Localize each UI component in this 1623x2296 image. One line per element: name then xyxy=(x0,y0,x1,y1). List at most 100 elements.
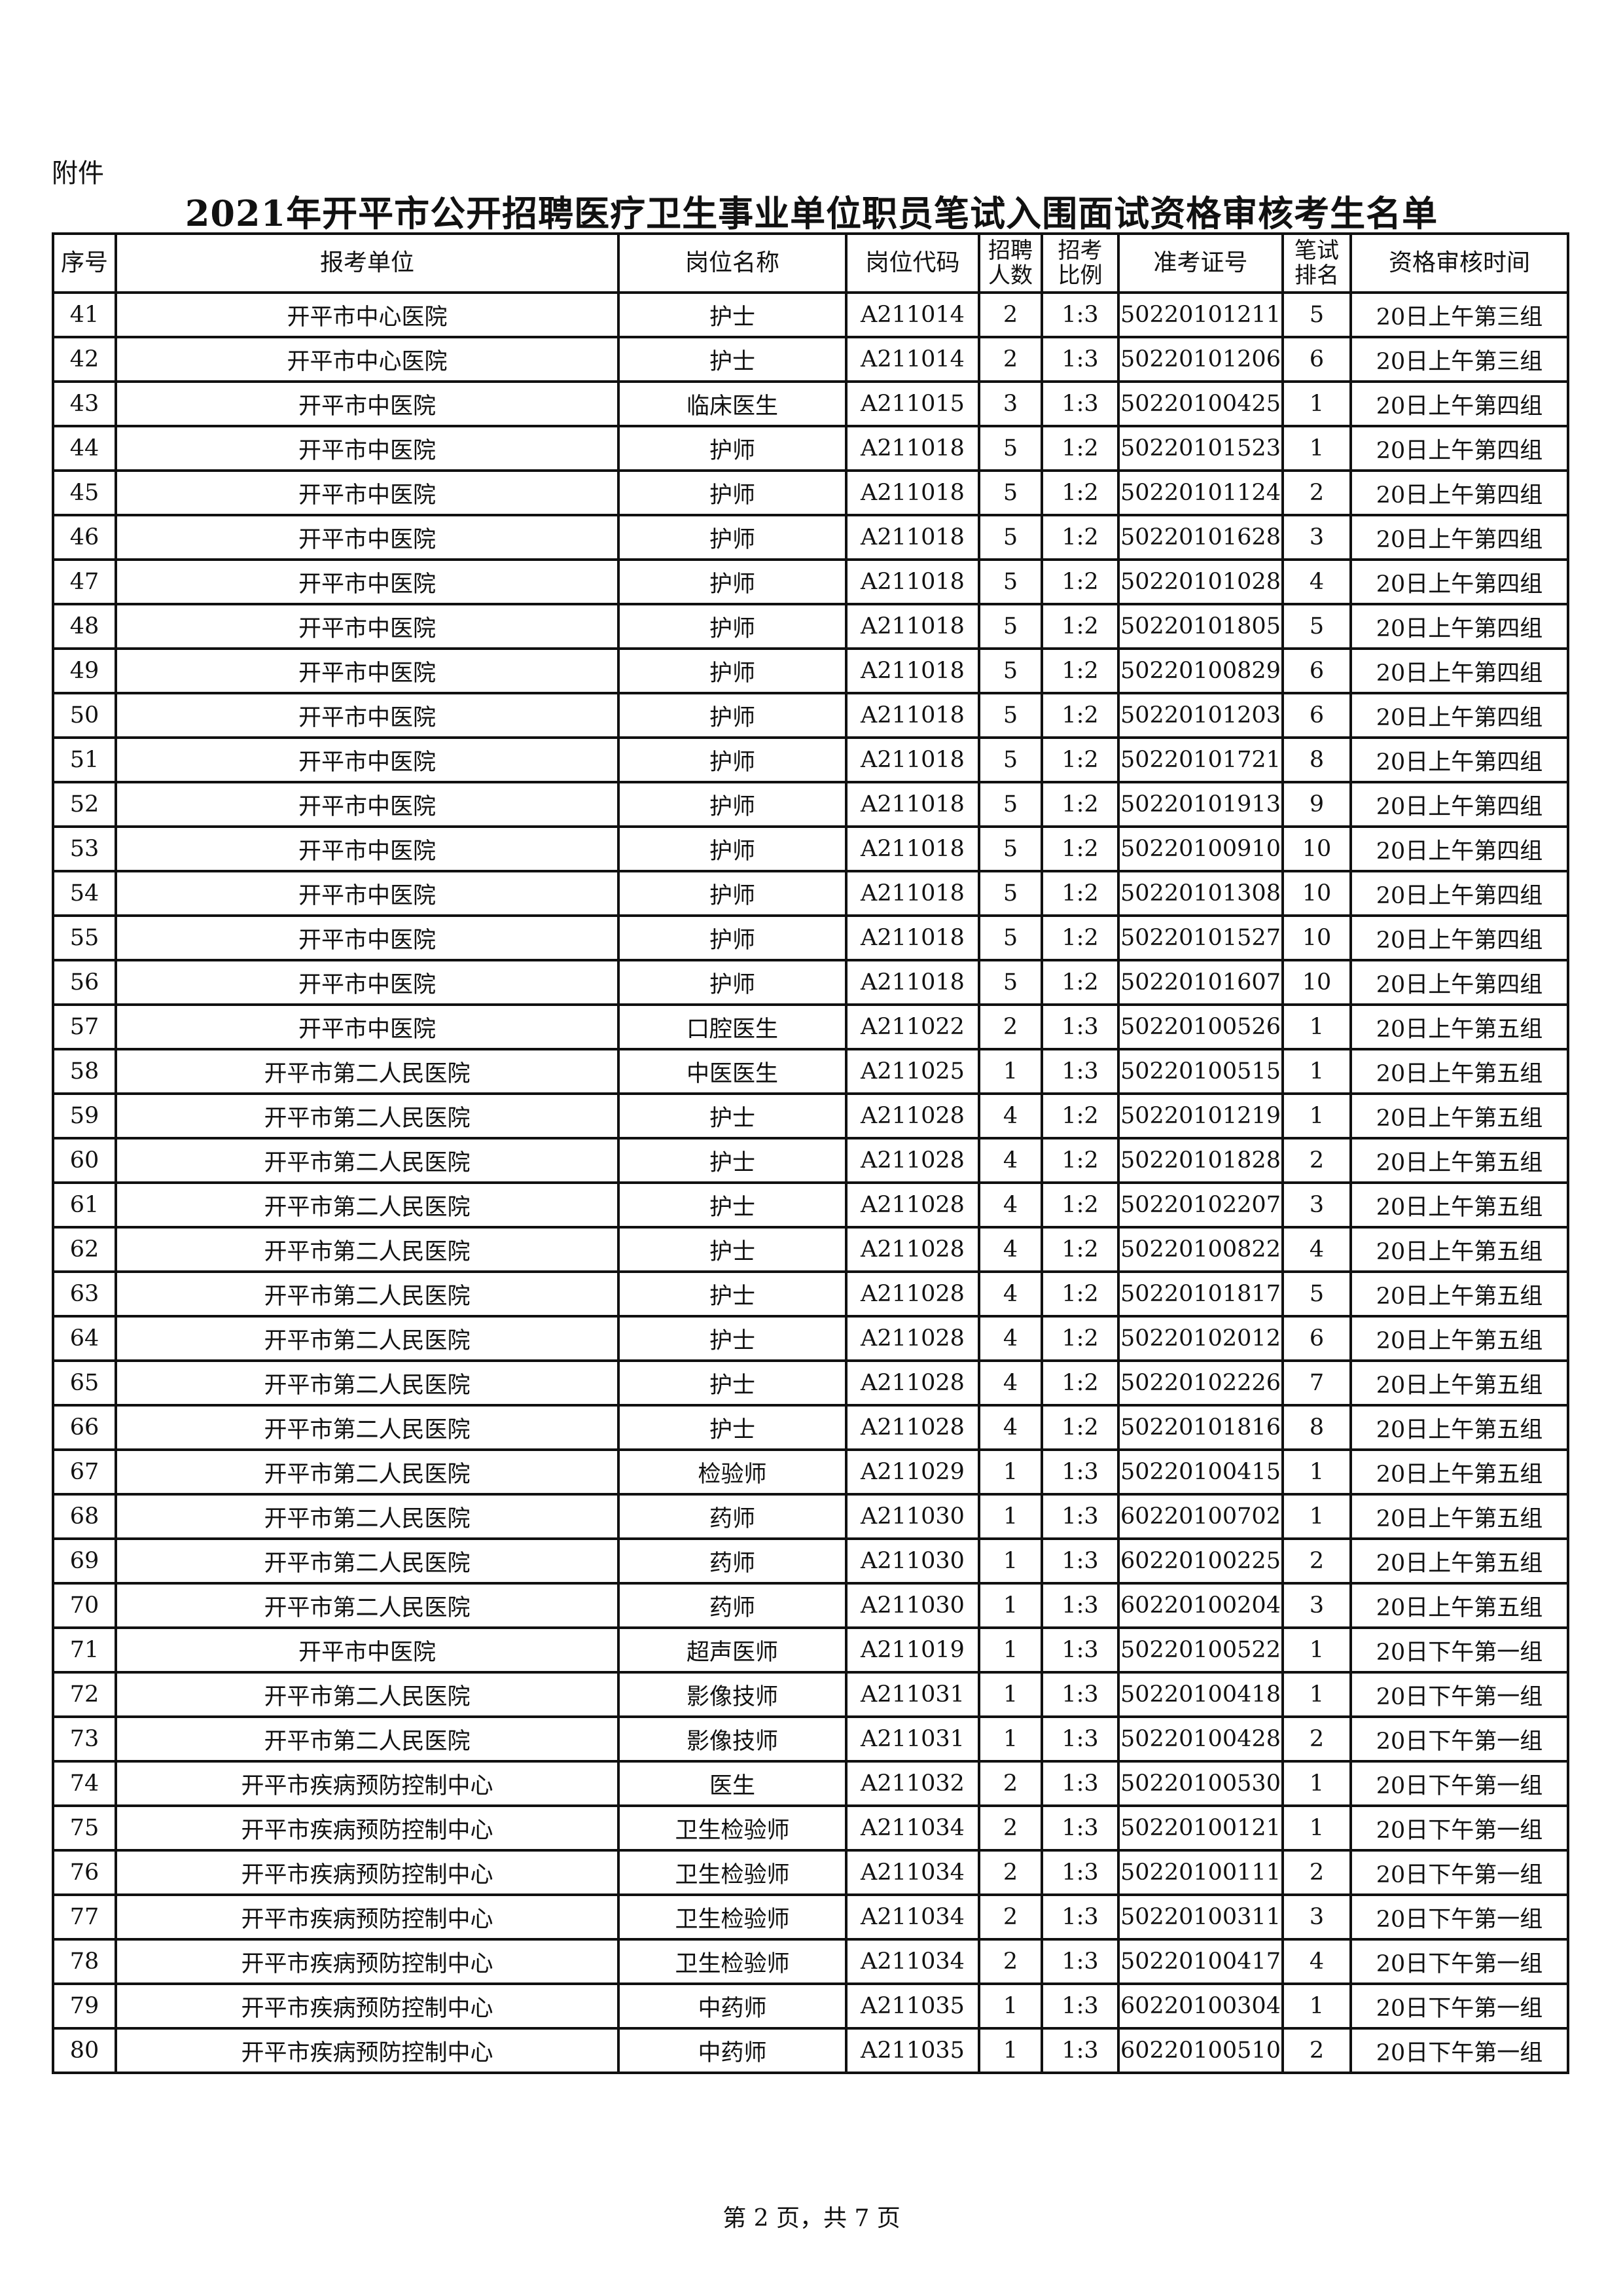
cell-position: 护士 xyxy=(617,1226,847,1273)
cell-position-code: A211029 xyxy=(845,1448,980,1496)
table-row: 49 开平市中医院 护师 A211018 5 1:2 50220100829 6 20日上午第四… xyxy=(52,647,1569,694)
cell-review-time: 20日上午第四组 xyxy=(1349,469,1569,516)
cell-exam-rank: 1 xyxy=(1281,1760,1352,1807)
cell-ratio: 1:3 xyxy=(1041,1893,1120,1941)
table-row: 60 开平市第二人民医院 护士 A211028 4 1:2 50220101828 2 20日上… xyxy=(52,1137,1569,1184)
cell-position: 口腔医生 xyxy=(617,1003,847,1050)
cell-position: 护师 xyxy=(617,781,847,828)
cell-seq: 63 xyxy=(52,1270,117,1318)
cell-ratio: 1:2 xyxy=(1041,914,1120,961)
cell-ratio: 1:3 xyxy=(1041,1582,1120,1629)
cell-exam-number: 50220100829 xyxy=(1117,647,1284,694)
cell-hire-count: 4 xyxy=(978,1315,1043,1362)
cell-review-time: 20日下午第一组 xyxy=(1349,1804,1569,1852)
cell-hire-count: 5 xyxy=(978,914,1043,961)
cell-seq: 56 xyxy=(52,959,117,1006)
table-row: 55 开平市中医院 护师 A211018 5 1:2 50220101527 10 20日上午第… xyxy=(52,914,1569,961)
cell-exam-number: 50220100526 xyxy=(1117,1003,1284,1050)
cell-exam-number: 50220100311 xyxy=(1117,1893,1284,1941)
cell-exam-rank: 8 xyxy=(1281,736,1352,783)
table-row: 58 开平市第二人民医院 中医医生 A211025 1 1:3 50220100515 1 20… xyxy=(52,1048,1569,1095)
cell-position-code: A211018 xyxy=(845,558,980,605)
cell-exam-rank: 1 xyxy=(1281,1804,1352,1852)
cell-exam-rank: 1 xyxy=(1281,1048,1352,1095)
table-row: 76 开平市疾病预防控制中心 卫生检验师 A211034 2 1:3 50220100111… xyxy=(52,1849,1569,1896)
table-row: 63 开平市第二人民医院 护士 A211028 4 1:2 50220101817 5 20日上… xyxy=(52,1270,1569,1318)
table-row: 50 开平市中医院 护师 A211018 5 1:2 50220101203 6 20日上午第四… xyxy=(52,692,1569,739)
cell-review-time: 20日上午第三组 xyxy=(1349,336,1569,383)
cell-hire-count: 2 xyxy=(978,1804,1043,1852)
table-row: 41 开平市中心医院 护士 A211014 2 1:3 50220101211 5 20日上午第… xyxy=(52,291,1569,338)
cell-position: 护师 xyxy=(617,870,847,917)
cell-position-code: A211031 xyxy=(845,1715,980,1763)
cell-exam-rank: 1 xyxy=(1281,1493,1352,1540)
cell-seq: 80 xyxy=(52,2027,117,2074)
table-row: 74 开平市疾病预防控制中心 医生 A211032 2 1:3 50220100530 1 20… xyxy=(52,1760,1569,1807)
cell-position-code: A211018 xyxy=(845,825,980,872)
table-row: 44 开平市中医院 护师 A211018 5 1:2 50220101523 1 20日上午第四… xyxy=(52,425,1569,472)
cell-review-time: 20日上午第四组 xyxy=(1349,647,1569,694)
cell-exam-rank: 2 xyxy=(1281,1715,1352,1763)
attachment-label: 附件 xyxy=(52,158,104,188)
cell-exam-rank: 1 xyxy=(1281,425,1352,472)
cell-ratio: 1:3 xyxy=(1041,1671,1120,1718)
table-row: 62 开平市第二人民医院 护士 A211028 4 1:2 50220100822 4 20日上… xyxy=(52,1226,1569,1273)
cell-position: 中药师 xyxy=(617,2027,847,2074)
cell-hire-count: 1 xyxy=(978,1715,1043,1763)
cell-ratio: 1:2 xyxy=(1041,870,1120,917)
cell-seq: 49 xyxy=(52,647,117,694)
cell-position-code: A211018 xyxy=(845,514,980,561)
cell-seq: 70 xyxy=(52,1582,117,1629)
cell-position: 护士 xyxy=(617,1404,847,1451)
cell-exam-rank: 10 xyxy=(1281,914,1352,961)
cell-seq: 79 xyxy=(52,1982,117,2030)
cell-exam-number: 50220101721 xyxy=(1117,736,1284,783)
cell-hire-count: 4 xyxy=(978,1137,1043,1184)
table-row: 68 开平市第二人民医院 药师 A211030 1 1:3 60220100702 1 20日上… xyxy=(52,1493,1569,1540)
cell-exam-number: 50220101913 xyxy=(1117,781,1284,828)
cell-seq: 53 xyxy=(52,825,117,872)
cell-exam-rank: 3 xyxy=(1281,1893,1352,1941)
cell-position: 卫生检验师 xyxy=(617,1938,847,1985)
table-row: 42 开平市中心医院 护士 A211014 2 1:3 50220101206 6 20日上午第… xyxy=(52,336,1569,383)
cell-exam-number: 50220100910 xyxy=(1117,825,1284,872)
column-header-position-code: 岗位代码 xyxy=(845,232,980,294)
cell-ratio: 1:3 xyxy=(1041,1760,1120,1807)
cell-unit: 开平市中医院 xyxy=(115,1003,620,1050)
cell-exam-number: 50220101527 xyxy=(1117,914,1284,961)
cell-exam-rank: 1 xyxy=(1281,1092,1352,1139)
cell-exam-rank: 3 xyxy=(1281,514,1352,561)
cell-ratio: 1:2 xyxy=(1041,603,1120,650)
cell-exam-number: 60220100510 xyxy=(1117,2027,1284,2074)
cell-position-code: A211018 xyxy=(845,469,980,516)
cell-hire-count: 4 xyxy=(978,1404,1043,1451)
cell-position-code: A211028 xyxy=(845,1181,980,1229)
cell-unit: 开平市中医院 xyxy=(115,425,620,472)
table-row: 48 开平市中医院 护师 A211018 5 1:2 50220101805 5 20日上午第四… xyxy=(52,603,1569,650)
cell-ratio: 1:2 xyxy=(1041,1181,1120,1229)
cell-position-code: A211018 xyxy=(845,647,980,694)
cell-exam-number: 50220100111 xyxy=(1117,1849,1284,1896)
cell-hire-count: 5 xyxy=(978,959,1043,1006)
cell-seq: 41 xyxy=(52,291,117,338)
cell-unit: 开平市第二人民医院 xyxy=(115,1137,620,1184)
column-header-seq: 序号 xyxy=(52,232,117,294)
cell-seq: 76 xyxy=(52,1849,117,1896)
cell-ratio: 1:2 xyxy=(1041,1315,1120,1362)
table-row: 51 开平市中医院 护师 A211018 5 1:2 50220101721 8 20日上午第四… xyxy=(52,736,1569,783)
cell-position: 医生 xyxy=(617,1760,847,1807)
cell-hire-count: 2 xyxy=(978,1938,1043,1985)
cell-ratio: 1:2 xyxy=(1041,1404,1120,1451)
cell-position-code: A211030 xyxy=(845,1493,980,1540)
cell-review-time: 20日下午第一组 xyxy=(1349,1938,1569,1985)
cell-exam-rank: 1 xyxy=(1281,1626,1352,1674)
cell-position-code: A211018 xyxy=(845,603,980,650)
cell-review-time: 20日上午第五组 xyxy=(1349,1048,1569,1095)
cell-exam-number: 50220100121 xyxy=(1117,1804,1284,1852)
cell-ratio: 1:2 xyxy=(1041,1092,1120,1139)
cell-position: 中药师 xyxy=(617,1982,847,2030)
cell-hire-count: 5 xyxy=(978,603,1043,650)
cell-unit: 开平市第二人民医院 xyxy=(115,1404,620,1451)
cell-unit: 开平市中医院 xyxy=(115,825,620,872)
cell-ratio: 1:3 xyxy=(1041,2027,1120,2074)
